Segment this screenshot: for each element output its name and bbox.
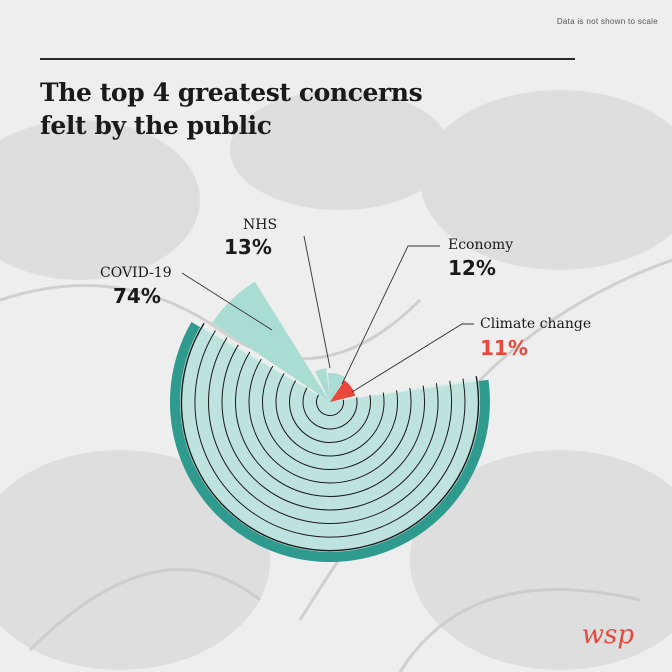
wsp-logo: wsp xyxy=(581,620,634,650)
value-economy: 12% xyxy=(448,256,496,280)
tree-ring xyxy=(180,322,480,552)
label-climate: Climate change xyxy=(480,316,592,332)
label-economy: Economy xyxy=(448,237,514,253)
value-covid: 74% xyxy=(113,284,161,308)
tree-ring xyxy=(194,330,466,538)
title-line-2: felt by the public xyxy=(40,111,272,140)
tree-ring xyxy=(302,387,358,430)
tree-ring xyxy=(248,358,412,484)
title-rule xyxy=(40,58,575,60)
tree-ring xyxy=(289,380,371,443)
chart-title: The top 4 greatest concerns felt by the … xyxy=(40,76,460,142)
tree-ring xyxy=(235,351,426,497)
sector-nhs xyxy=(315,368,330,402)
value-climate: 11% xyxy=(480,336,528,360)
leader-economy xyxy=(341,245,440,385)
sector-economy xyxy=(328,373,346,402)
leader-covid xyxy=(181,272,273,331)
sector-climate-change xyxy=(330,380,356,402)
tree-ring xyxy=(275,373,385,457)
sector-covid-wood xyxy=(180,324,481,552)
tree-ring xyxy=(221,344,439,511)
scale-note: Data is not shown to scale xyxy=(556,17,658,26)
label-nhs: NHS xyxy=(243,217,278,233)
leader-climate xyxy=(351,323,474,393)
tree-ring xyxy=(262,365,399,470)
label-covid: COVID-19 xyxy=(100,265,172,281)
title-line-1: The top 4 greatest concerns xyxy=(40,78,423,107)
sector-covid xyxy=(212,281,330,402)
leader-nhs xyxy=(303,235,331,369)
value-nhs: 13% xyxy=(224,235,272,259)
tree-ring xyxy=(316,394,344,417)
tree-ring xyxy=(208,337,453,524)
